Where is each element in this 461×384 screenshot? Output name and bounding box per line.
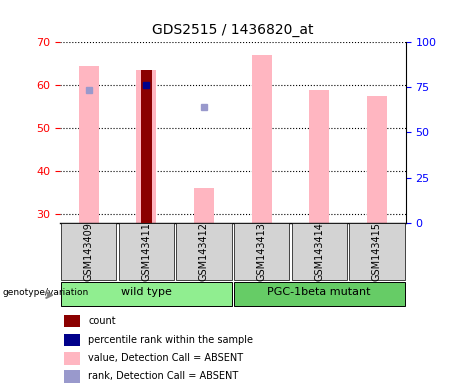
Bar xyxy=(309,89,329,223)
Bar xyxy=(367,96,387,223)
FancyBboxPatch shape xyxy=(61,282,231,306)
FancyBboxPatch shape xyxy=(291,223,347,280)
Text: GSM143415: GSM143415 xyxy=(372,222,382,281)
Text: count: count xyxy=(88,316,116,326)
Bar xyxy=(64,315,80,327)
Text: percentile rank within the sample: percentile rank within the sample xyxy=(88,335,253,345)
Text: PGC-1beta mutant: PGC-1beta mutant xyxy=(267,287,371,298)
Bar xyxy=(252,55,272,223)
Text: genotype/variation: genotype/variation xyxy=(3,288,89,297)
FancyBboxPatch shape xyxy=(61,223,116,280)
Text: GSM143409: GSM143409 xyxy=(84,222,94,281)
Text: wild type: wild type xyxy=(121,287,172,298)
Bar xyxy=(64,370,80,382)
Bar xyxy=(194,188,214,223)
Title: GDS2515 / 1436820_at: GDS2515 / 1436820_at xyxy=(152,23,313,37)
Text: rank, Detection Call = ABSENT: rank, Detection Call = ABSENT xyxy=(88,371,238,381)
Text: GSM143413: GSM143413 xyxy=(257,222,266,281)
Text: GSM143411: GSM143411 xyxy=(142,222,151,281)
Bar xyxy=(64,334,80,346)
FancyBboxPatch shape xyxy=(349,223,405,280)
Bar xyxy=(64,352,80,365)
FancyBboxPatch shape xyxy=(118,223,174,280)
Text: GSM143414: GSM143414 xyxy=(314,222,324,281)
Text: GSM143412: GSM143412 xyxy=(199,222,209,281)
Bar xyxy=(141,70,152,223)
FancyBboxPatch shape xyxy=(234,223,290,280)
Bar xyxy=(136,70,156,223)
Bar xyxy=(79,66,99,223)
FancyBboxPatch shape xyxy=(176,223,231,280)
Text: value, Detection Call = ABSENT: value, Detection Call = ABSENT xyxy=(88,353,243,363)
FancyBboxPatch shape xyxy=(234,282,405,306)
